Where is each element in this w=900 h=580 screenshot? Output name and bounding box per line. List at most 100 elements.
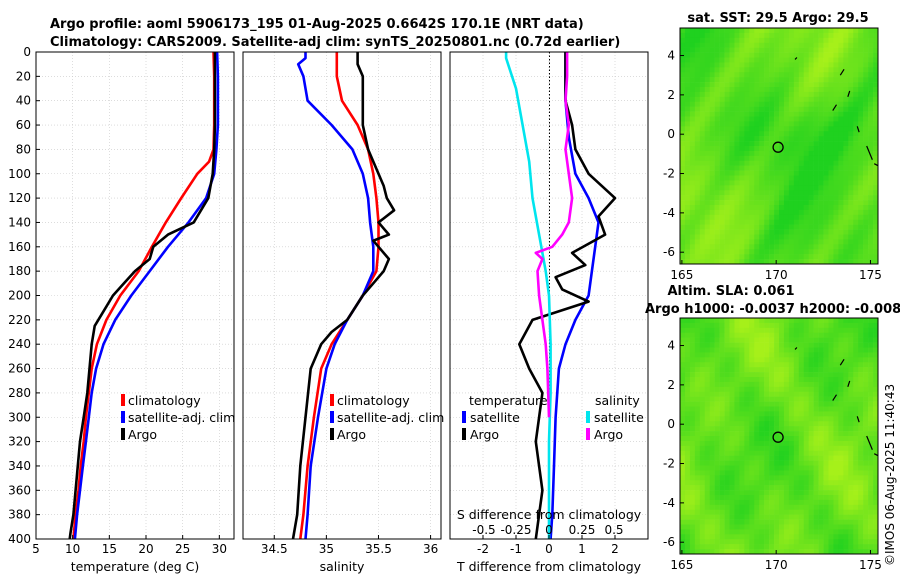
map-cell: [764, 386, 770, 393]
map-cell: [813, 214, 819, 221]
map-cell: [734, 249, 740, 255]
map-cell: [734, 160, 740, 166]
map-cell: [764, 116, 770, 122]
map-cell: [848, 150, 854, 157]
map-cell: [783, 534, 790, 540]
map-cell: [813, 318, 819, 324]
map-cell: [689, 357, 696, 363]
map-cell: [863, 480, 869, 486]
map-cell: [793, 401, 800, 407]
map-cell: [858, 534, 864, 540]
map-cell: [803, 160, 809, 166]
map-cell: [759, 249, 765, 255]
map-cell: [704, 470, 710, 476]
map-cell: [680, 229, 686, 235]
map-cell: [803, 318, 809, 324]
map-cell: [798, 170, 805, 176]
map-cell: [779, 131, 785, 137]
map-cell: [818, 470, 824, 476]
map-cell: [803, 386, 809, 393]
map-cell: [803, 67, 809, 73]
map-cell: [793, 155, 800, 162]
map-cell: [709, 165, 715, 171]
map-cell: [853, 234, 859, 240]
map-cell: [843, 239, 849, 245]
map-cell: [813, 495, 819, 501]
map-cell: [709, 485, 715, 491]
map-cell: [709, 111, 715, 117]
map-cell: [759, 165, 765, 171]
map-cell: [833, 401, 839, 407]
map-cell: [808, 386, 814, 393]
map-cell: [779, 57, 785, 63]
map-cell: [853, 131, 859, 137]
map-cell: [699, 249, 706, 255]
legend-t-satellite: satellite: [470, 410, 520, 425]
map-cell: [684, 214, 691, 221]
map-cell: [769, 396, 775, 402]
map-cell: [764, 205, 770, 211]
map-cell: [734, 229, 740, 235]
map-cell: [828, 386, 834, 393]
map-cell: [739, 499, 745, 506]
map-cell: [848, 470, 854, 476]
map-cell: [863, 490, 869, 496]
map-cell: [863, 352, 869, 358]
map-cell: [873, 421, 879, 427]
map-cell: [774, 347, 780, 353]
map-cell: [724, 126, 730, 132]
map-cell: [739, 91, 745, 98]
map-cell: [764, 67, 770, 73]
map-cell: [873, 318, 879, 324]
map-cell: [828, 342, 834, 348]
map-cell: [823, 165, 829, 171]
map-cell: [769, 244, 775, 250]
map-cell: [833, 539, 839, 545]
map-cell: [694, 155, 701, 162]
map-cell: [823, 499, 829, 506]
map-cell: [793, 229, 800, 235]
map-cell: [779, 42, 785, 48]
map-cell: [744, 367, 750, 373]
map-cell: [689, 352, 696, 358]
map-cell: [749, 396, 755, 402]
map-cell: [774, 32, 780, 39]
map-cell: [873, 327, 879, 334]
map-cell: [749, 42, 755, 48]
map-cell: [838, 52, 844, 58]
map-cell: [764, 421, 770, 427]
map-cell: [774, 539, 780, 545]
map-cell: [868, 106, 874, 112]
map-cell: [684, 87, 691, 93]
map-cell: [754, 224, 760, 230]
map-cell: [689, 28, 696, 34]
map-cell: [813, 47, 819, 53]
map-cell: [709, 411, 715, 417]
map-cell: [853, 195, 859, 201]
map-cell: [739, 160, 745, 166]
map-cell: [853, 249, 859, 255]
map-cell: [684, 352, 691, 358]
map-cell: [709, 475, 715, 481]
map-cell: [684, 445, 691, 452]
map-cell: [783, 529, 790, 535]
map-cell: [868, 337, 874, 343]
map-cell: [868, 357, 874, 363]
map-cell: [759, 401, 765, 407]
map-cell: [739, 352, 745, 358]
map-cell: [734, 219, 740, 225]
map-cell: [749, 327, 755, 334]
map-cell: [793, 175, 800, 181]
map-cell: [724, 495, 730, 501]
map-cell: [828, 82, 834, 88]
map-cell: [818, 391, 824, 397]
map-cell: [853, 254, 859, 260]
map-cell: [769, 421, 775, 427]
map-cell: [868, 32, 874, 39]
map-cell: [764, 91, 770, 98]
map-cell: [873, 101, 879, 107]
map-cell: [724, 249, 730, 255]
argo-location-marker: [772, 141, 784, 153]
map-cell: [788, 372, 795, 378]
map-cell: [694, 200, 701, 206]
